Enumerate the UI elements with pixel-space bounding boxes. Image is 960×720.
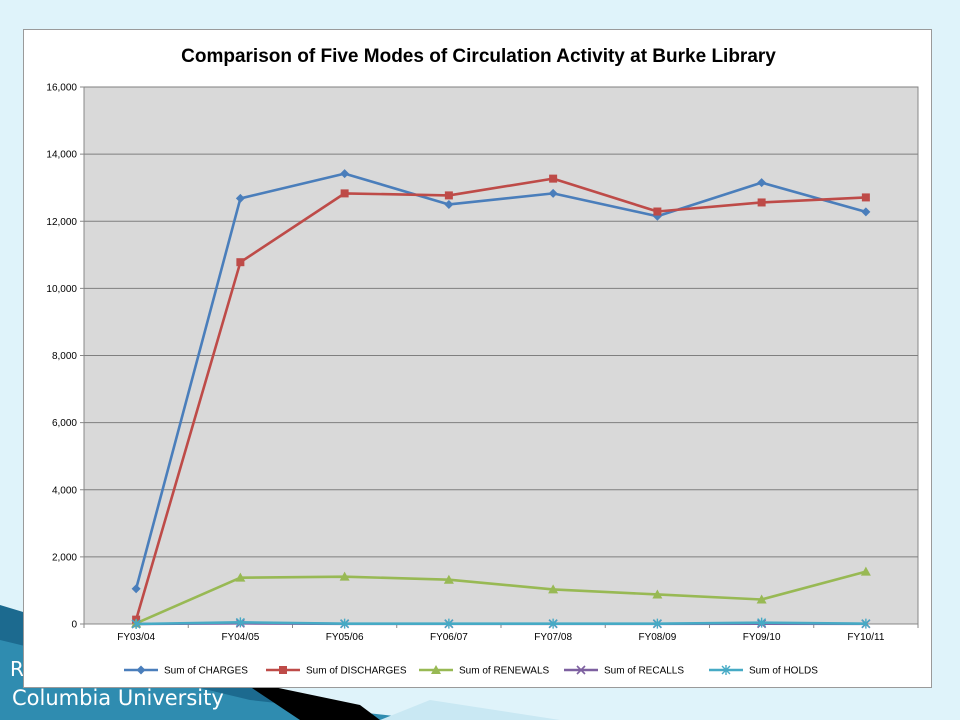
- data-point: [757, 617, 767, 628]
- footer-institution: Columbia University: [12, 686, 224, 710]
- legend-label: Sum of RENEWALS: [459, 666, 550, 677]
- data-point: [235, 617, 245, 628]
- legend-marker: [576, 665, 586, 675]
- x-tick-label: FY05/06: [326, 632, 364, 643]
- x-tick-label: FY04/05: [221, 632, 259, 643]
- data-point: [444, 191, 453, 200]
- data-point: [756, 594, 767, 604]
- y-tick-label: 8,000: [52, 351, 77, 362]
- data-point: [652, 589, 663, 599]
- y-tick-label: 16,000: [46, 83, 77, 94]
- legend-marker: [136, 665, 146, 675]
- y-tick-label: 0: [71, 620, 77, 631]
- chart-frame: Comparison of Five Modes of Circulation …: [23, 29, 932, 688]
- legend-entry: Sum of RENEWALS: [419, 665, 550, 677]
- data-point: [860, 566, 871, 576]
- data-point: [861, 207, 871, 217]
- legend-entry: Sum of DISCHARGES: [266, 666, 407, 677]
- legend-marker: [721, 665, 731, 675]
- y-tick-label: 14,000: [46, 150, 77, 161]
- data-point: [340, 618, 350, 629]
- legend-label: Sum of RECALLS: [604, 666, 684, 677]
- series-sum-of-charges: [131, 169, 871, 594]
- data-point: [235, 193, 245, 203]
- y-tick-label: 10,000: [46, 284, 77, 295]
- x-tick-label: FY10/11: [847, 632, 884, 643]
- series-line: [134, 172, 867, 590]
- legend-entry: Sum of CHARGES: [124, 665, 248, 677]
- x-tick-label: FY07/08: [534, 632, 572, 643]
- footer-band-light: [0, 640, 430, 720]
- data-point: [548, 618, 558, 629]
- data-point: [757, 178, 767, 188]
- data-point: [653, 207, 662, 216]
- data-point: [444, 618, 454, 629]
- data-point: [549, 174, 558, 183]
- y-tick-label: 12,000: [46, 217, 77, 228]
- data-point: [757, 198, 766, 207]
- data-point: [236, 258, 245, 267]
- series-line: [134, 177, 866, 621]
- data-point: [652, 618, 662, 629]
- legend-marker: [279, 666, 287, 674]
- x-tick-label: FY06/07: [430, 632, 468, 643]
- x-tick-label: FY03/04: [117, 632, 155, 643]
- data-point: [444, 199, 454, 209]
- data-point: [548, 584, 559, 594]
- data-point: [339, 571, 350, 581]
- footer-band-black: [240, 680, 380, 720]
- data-point: [861, 618, 871, 629]
- y-tick-label: 4,000: [52, 485, 77, 496]
- series-sum-of-holds: [131, 617, 871, 629]
- legend-entry: Sum of HOLDS: [709, 665, 818, 677]
- footer-partial-text: R: [10, 657, 24, 681]
- y-tick-label: 6,000: [52, 418, 77, 429]
- line-chart: 0 2,000 4,000 6,000 8,000 10,000 12,000 14,000 1…: [46, 83, 919, 677]
- data-point: [235, 572, 246, 582]
- legend-label: Sum of CHARGES: [164, 666, 248, 677]
- chart-title: Comparison of Five Modes of Circulation …: [181, 46, 776, 67]
- legend-label: Sum of HOLDS: [749, 666, 818, 677]
- y-tick-label: 2,000: [52, 552, 77, 563]
- data-point: [340, 189, 349, 198]
- series-sum-of-renewals: [131, 566, 871, 628]
- x-tick-label: FY09/10: [743, 632, 781, 643]
- x-tick-label: FY08/09: [638, 632, 676, 643]
- data-point: [131, 584, 141, 594]
- data-point: [861, 193, 870, 202]
- series-line: [136, 621, 866, 626]
- legend-label: Sum of DISCHARGES: [306, 666, 407, 677]
- data-point: [131, 619, 141, 629]
- legend-marker: [431, 665, 441, 674]
- data-point: [340, 169, 350, 179]
- data-point: [443, 574, 454, 584]
- legend-entry: Sum of RECALLS: [564, 665, 684, 677]
- data-point: [548, 188, 558, 198]
- footer-band-pale: [380, 700, 560, 720]
- series-line: [135, 570, 867, 625]
